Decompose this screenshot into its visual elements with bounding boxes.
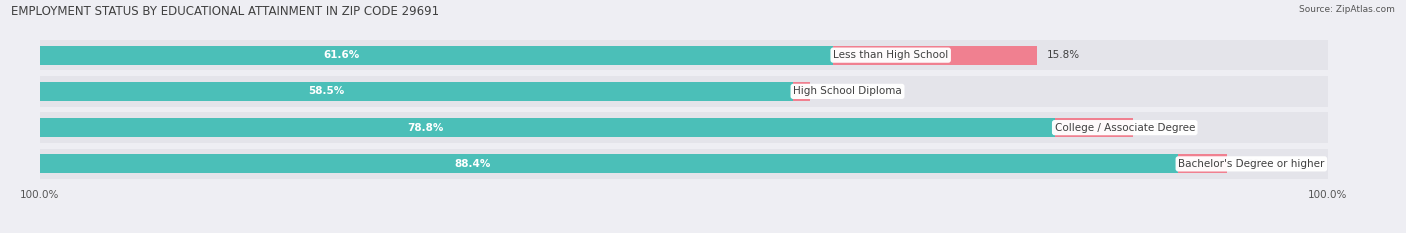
Text: 88.4%: 88.4% <box>454 159 491 169</box>
Text: 15.8%: 15.8% <box>1047 50 1080 60</box>
Bar <box>834 46 1036 65</box>
Text: College / Associate Degree: College / Associate Degree <box>1054 123 1195 133</box>
Text: EMPLOYMENT STATUS BY EDUCATIONAL ATTAINMENT IN ZIP CODE 29691: EMPLOYMENT STATUS BY EDUCATIONAL ATTAINM… <box>11 5 439 18</box>
Text: 78.8%: 78.8% <box>408 123 444 133</box>
Text: High School Diploma: High School Diploma <box>793 86 901 96</box>
Bar <box>39 82 793 101</box>
Text: Source: ZipAtlas.com: Source: ZipAtlas.com <box>1299 5 1395 14</box>
Text: Bachelor's Degree or higher: Bachelor's Degree or higher <box>1178 159 1324 169</box>
Bar <box>1054 118 1133 137</box>
Bar <box>1178 154 1227 173</box>
Text: 58.5%: 58.5% <box>308 86 344 96</box>
Text: 6.1%: 6.1% <box>1143 123 1170 133</box>
Text: Less than High School: Less than High School <box>834 50 948 60</box>
Text: 3.8%: 3.8% <box>1237 159 1264 169</box>
Bar <box>39 118 1054 137</box>
Bar <box>39 46 834 65</box>
Bar <box>39 149 1327 179</box>
Text: 100.0%: 100.0% <box>20 190 59 200</box>
Bar <box>39 40 1327 70</box>
Bar <box>39 76 1327 107</box>
Text: 100.0%: 100.0% <box>1308 190 1347 200</box>
Bar <box>39 154 1178 173</box>
Bar <box>39 112 1327 143</box>
Bar <box>793 82 810 101</box>
Text: 1.3%: 1.3% <box>820 86 846 96</box>
Text: 61.6%: 61.6% <box>323 50 360 60</box>
